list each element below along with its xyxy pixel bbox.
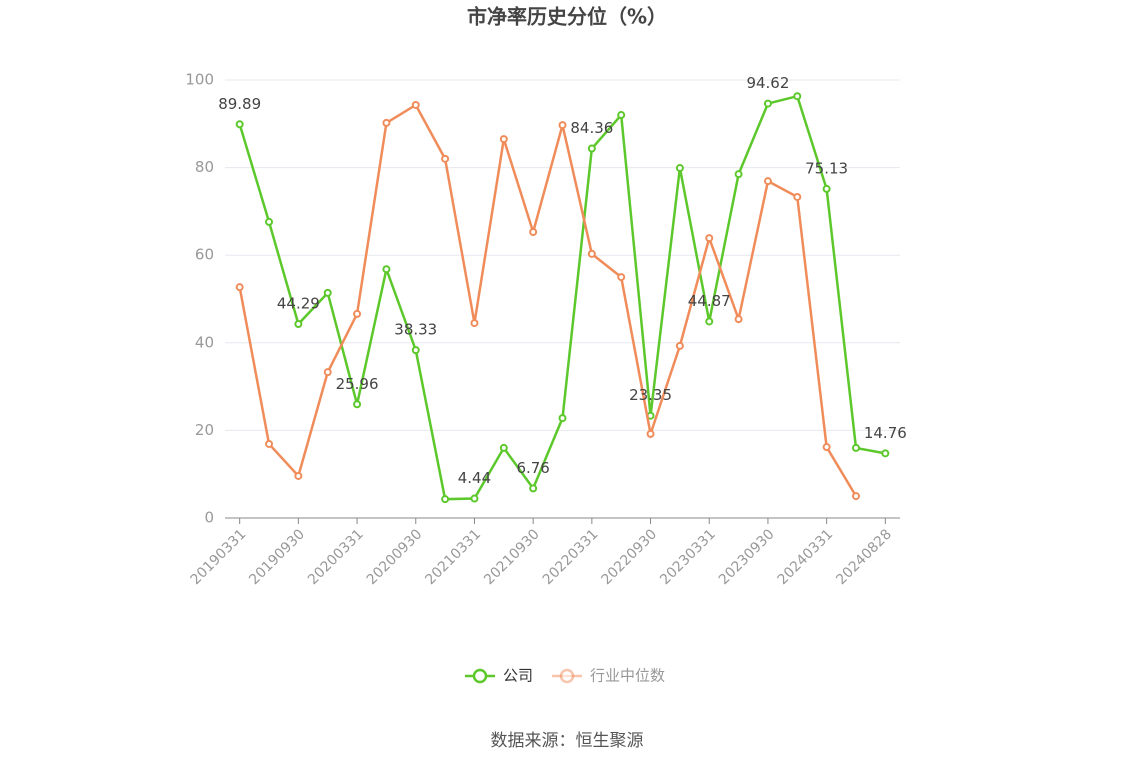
chart-title: 市净率历史分位（%） xyxy=(467,5,667,29)
data-label: 44.87 xyxy=(688,292,731,310)
data-point xyxy=(294,471,303,480)
data-point xyxy=(763,177,772,186)
data-point xyxy=(587,144,596,153)
data-label: 38.33 xyxy=(394,321,437,339)
legend-marker xyxy=(559,668,575,684)
y-tick-label: 20 xyxy=(195,421,214,439)
data-point xyxy=(411,100,420,109)
data-point xyxy=(265,217,274,226)
legend-label: 行业中位数 xyxy=(590,667,665,685)
series-line xyxy=(238,103,858,497)
data-label: 4.44 xyxy=(458,469,491,487)
data-point xyxy=(881,449,890,458)
data-point xyxy=(675,164,684,173)
data-label: 14.76 xyxy=(864,424,907,442)
data-point xyxy=(323,368,332,377)
data-point xyxy=(323,288,332,297)
y-tick-label: 60 xyxy=(195,246,214,264)
y-tick-label: 100 xyxy=(185,71,214,89)
data-point xyxy=(353,400,362,409)
data-point xyxy=(499,443,508,452)
data-point xyxy=(235,283,244,292)
x-tick-label: 20230331 xyxy=(657,526,719,588)
data-point xyxy=(851,492,860,501)
y-tick-label: 40 xyxy=(195,333,214,351)
data-point xyxy=(705,317,714,326)
data-point xyxy=(793,92,802,101)
y-tick-label: 0 xyxy=(204,509,214,527)
data-point xyxy=(763,99,772,108)
data-point xyxy=(470,494,479,503)
data-point xyxy=(529,227,538,236)
data-point xyxy=(441,154,450,163)
data-point xyxy=(705,234,714,243)
data-point xyxy=(441,495,450,504)
data-label: 94.62 xyxy=(746,74,789,92)
data-point xyxy=(734,170,743,179)
source: 数据来源：恒生聚源 xyxy=(491,731,644,751)
x-tick-label: 20190331 xyxy=(188,526,250,588)
data-point xyxy=(851,443,860,452)
data-point xyxy=(529,484,538,493)
legend-marker xyxy=(472,668,488,684)
data-label: 89.89 xyxy=(218,95,261,113)
y-tick-label: 80 xyxy=(195,158,214,176)
data-point xyxy=(294,320,303,329)
data-label: 23.35 xyxy=(629,386,672,404)
data-point xyxy=(235,120,244,129)
data-point xyxy=(734,315,743,324)
data-point xyxy=(822,443,831,452)
data-label: 44.29 xyxy=(277,295,320,313)
data-point xyxy=(793,192,802,201)
legend-label: 公司 xyxy=(503,667,533,685)
data-label: 25.96 xyxy=(336,375,379,393)
data-point xyxy=(617,111,626,120)
x-tick-label: 20210930 xyxy=(481,526,543,588)
data-point xyxy=(675,341,684,350)
data-point xyxy=(499,135,508,144)
data-point xyxy=(822,184,831,193)
data-point xyxy=(587,249,596,258)
data-point xyxy=(382,118,391,127)
x-tick-label: 20220930 xyxy=(598,526,660,588)
x-tick-label: 20220331 xyxy=(540,526,602,588)
data-point xyxy=(470,319,479,328)
x-tick-label: 20230930 xyxy=(716,526,778,588)
data-point xyxy=(353,309,362,318)
x-tick-label: 20200930 xyxy=(364,526,426,588)
data-label: 75.13 xyxy=(805,159,848,177)
x-tick-label: 20240331 xyxy=(775,526,837,588)
data-label: 6.76 xyxy=(516,459,549,477)
data-point xyxy=(646,429,655,438)
x-tick-label: 20200331 xyxy=(305,526,367,588)
data-point xyxy=(411,346,420,355)
data-point xyxy=(558,414,567,423)
data-point xyxy=(265,439,274,448)
data-point xyxy=(558,121,567,130)
series-line xyxy=(238,94,886,501)
x-tick-label: 20240828 xyxy=(833,526,895,588)
data-point xyxy=(382,265,391,274)
x-tick-label: 20210331 xyxy=(422,526,484,588)
x-tick-label: 20190930 xyxy=(246,526,308,588)
data-point xyxy=(617,273,626,282)
data-label: 84.36 xyxy=(570,119,613,137)
